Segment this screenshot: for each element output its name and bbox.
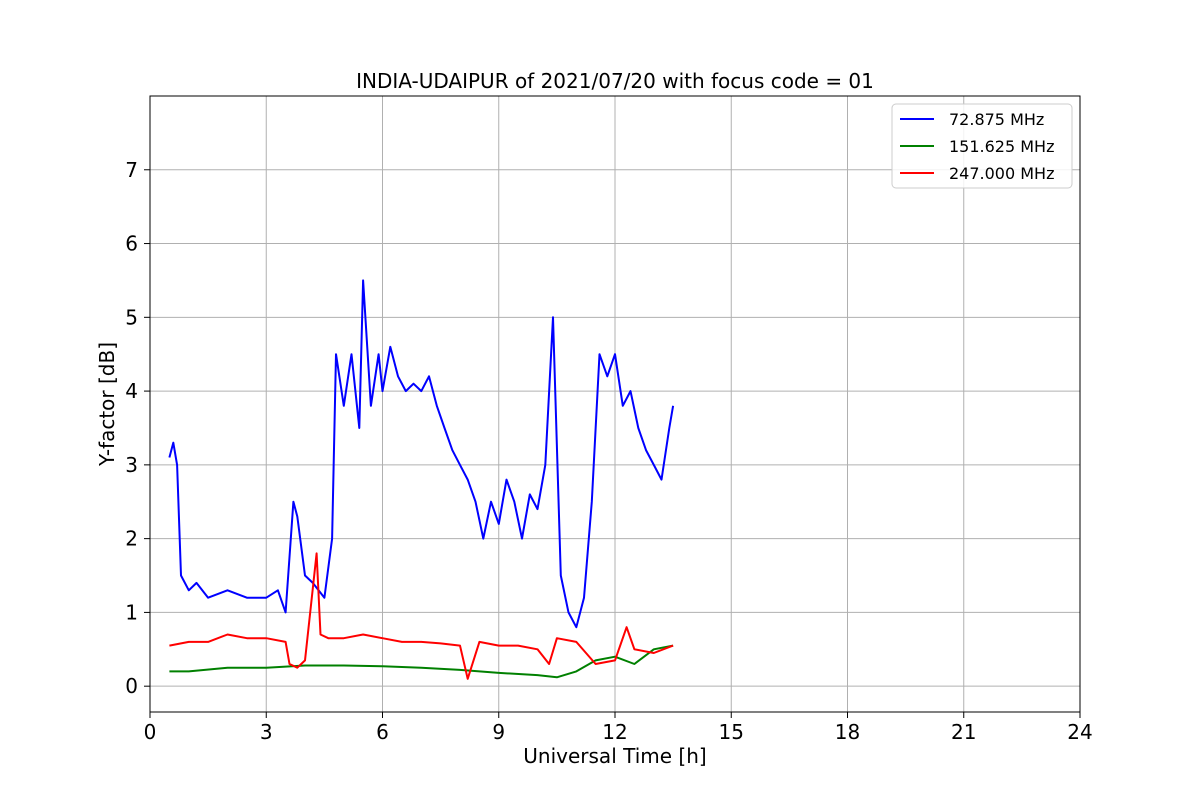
- grid: [149, 96, 1081, 712]
- x-tick-label: 24: [1067, 720, 1092, 744]
- x-tick-label: 21: [951, 720, 976, 744]
- x-axis-label: Universal Time [h]: [523, 744, 706, 768]
- chart-title: INDIA-UDAIPUR of 2021/07/20 with focus c…: [356, 69, 874, 93]
- x-tick-label: 3: [260, 720, 273, 744]
- legend-label-2: 151.625 MHz: [949, 137, 1054, 156]
- series-group: [168, 279, 675, 680]
- series-line-2: [169, 644, 674, 679]
- x-tick-label: 6: [376, 720, 389, 744]
- legend-label-3: 247.000 MHz: [949, 164, 1054, 183]
- y-tick-label: 2: [125, 527, 138, 551]
- y-tick-label: 1: [125, 600, 138, 624]
- x-tick-label: 15: [719, 720, 744, 744]
- x-tick-label: 18: [835, 720, 860, 744]
- x-tick-label: 9: [492, 720, 505, 744]
- y-tick-label: 4: [125, 379, 138, 403]
- y-tick-label: 3: [125, 453, 138, 477]
- x-tick-label: 0: [144, 720, 157, 744]
- series-line-1: [168, 279, 675, 629]
- x-tick-label: 12: [602, 720, 627, 744]
- series-line-3: [169, 552, 674, 680]
- legend-label-1: 72.875 MHz: [949, 110, 1044, 129]
- y-tick-label: 5: [125, 305, 138, 329]
- y-tick-label: 0: [125, 674, 138, 698]
- legend-box: [891, 103, 1073, 189]
- legend: 72.875 MHz 151.625 MHz 247.000 MHz: [891, 103, 1073, 189]
- y-axis-label: Y-factor [dB]: [95, 342, 119, 467]
- y-tick-label: 6: [125, 232, 138, 256]
- y-tick-label: 7: [125, 158, 138, 182]
